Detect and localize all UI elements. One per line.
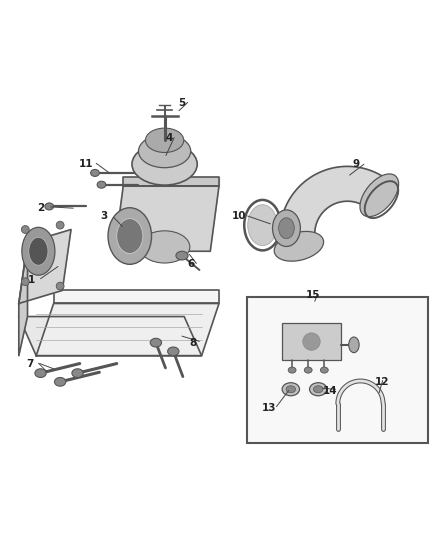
Ellipse shape bbox=[272, 210, 300, 246]
Polygon shape bbox=[280, 166, 390, 251]
Polygon shape bbox=[53, 290, 219, 303]
Text: 7: 7 bbox=[26, 359, 33, 369]
Bar bbox=[247, 297, 428, 443]
Polygon shape bbox=[115, 186, 219, 251]
Text: 1: 1 bbox=[28, 274, 35, 285]
Ellipse shape bbox=[303, 333, 320, 350]
Ellipse shape bbox=[360, 174, 399, 217]
Ellipse shape bbox=[139, 231, 190, 263]
Ellipse shape bbox=[97, 181, 106, 188]
Ellipse shape bbox=[108, 208, 152, 264]
Text: 6: 6 bbox=[187, 260, 194, 269]
Ellipse shape bbox=[279, 218, 294, 239]
Text: 13: 13 bbox=[262, 403, 276, 413]
Ellipse shape bbox=[248, 205, 277, 246]
Ellipse shape bbox=[314, 386, 323, 393]
Ellipse shape bbox=[349, 337, 359, 353]
Ellipse shape bbox=[35, 369, 46, 377]
Ellipse shape bbox=[150, 338, 162, 347]
Text: 10: 10 bbox=[231, 212, 246, 221]
Bar bbox=[282, 323, 341, 360]
Ellipse shape bbox=[56, 282, 64, 290]
Polygon shape bbox=[19, 243, 28, 356]
Ellipse shape bbox=[45, 203, 53, 210]
Ellipse shape bbox=[118, 223, 132, 244]
Ellipse shape bbox=[91, 169, 99, 176]
Ellipse shape bbox=[321, 367, 328, 373]
Ellipse shape bbox=[22, 228, 55, 275]
Ellipse shape bbox=[56, 221, 64, 229]
Text: 11: 11 bbox=[79, 159, 93, 169]
Polygon shape bbox=[19, 230, 71, 303]
Ellipse shape bbox=[138, 135, 191, 168]
Ellipse shape bbox=[29, 237, 48, 265]
Ellipse shape bbox=[145, 128, 184, 152]
Ellipse shape bbox=[132, 143, 197, 185]
Polygon shape bbox=[19, 317, 201, 356]
Ellipse shape bbox=[117, 219, 143, 254]
Ellipse shape bbox=[21, 225, 29, 233]
Polygon shape bbox=[36, 303, 219, 356]
Text: 8: 8 bbox=[189, 338, 197, 348]
Text: 9: 9 bbox=[353, 159, 360, 169]
Ellipse shape bbox=[310, 383, 327, 396]
Ellipse shape bbox=[286, 386, 296, 393]
Ellipse shape bbox=[54, 377, 66, 386]
Text: 5: 5 bbox=[178, 98, 186, 108]
Ellipse shape bbox=[288, 367, 296, 373]
Text: 12: 12 bbox=[375, 377, 389, 387]
Text: 14: 14 bbox=[323, 385, 337, 395]
Text: 2: 2 bbox=[37, 203, 44, 213]
Text: 3: 3 bbox=[100, 212, 107, 221]
Text: 15: 15 bbox=[305, 290, 320, 300]
Ellipse shape bbox=[274, 231, 324, 261]
Ellipse shape bbox=[282, 383, 300, 396]
Text: 4: 4 bbox=[165, 133, 173, 143]
Ellipse shape bbox=[72, 369, 83, 377]
Polygon shape bbox=[123, 177, 219, 186]
Ellipse shape bbox=[168, 347, 179, 356]
Ellipse shape bbox=[176, 251, 188, 260]
Ellipse shape bbox=[304, 367, 312, 373]
Ellipse shape bbox=[21, 278, 29, 286]
Ellipse shape bbox=[113, 215, 138, 252]
